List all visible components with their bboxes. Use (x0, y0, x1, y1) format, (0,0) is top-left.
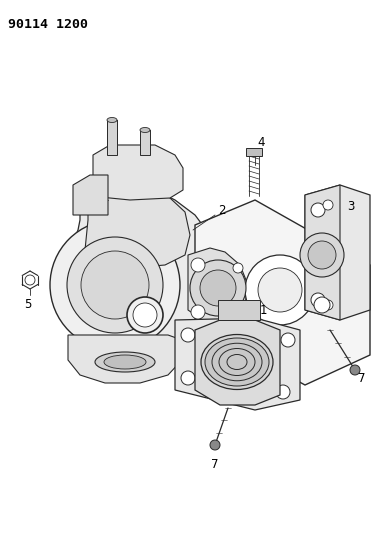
Text: 7: 7 (358, 372, 366, 384)
Circle shape (50, 220, 180, 350)
Circle shape (191, 258, 205, 272)
Polygon shape (73, 175, 108, 215)
Ellipse shape (104, 355, 146, 369)
Circle shape (200, 270, 236, 306)
Circle shape (81, 251, 149, 319)
Circle shape (181, 328, 195, 342)
Polygon shape (93, 145, 183, 200)
Ellipse shape (201, 335, 273, 390)
Circle shape (311, 203, 325, 217)
Circle shape (233, 263, 243, 273)
Ellipse shape (205, 338, 269, 386)
Polygon shape (195, 200, 370, 385)
Circle shape (300, 233, 344, 277)
Circle shape (308, 241, 336, 269)
Text: 2: 2 (218, 204, 226, 216)
Circle shape (323, 300, 333, 310)
Polygon shape (305, 185, 340, 320)
Circle shape (258, 268, 302, 312)
Ellipse shape (140, 127, 150, 133)
Text: 6: 6 (104, 288, 112, 302)
Polygon shape (107, 120, 117, 155)
Circle shape (191, 305, 205, 319)
Circle shape (323, 200, 333, 210)
Bar (246, 148, 262, 156)
Circle shape (25, 275, 35, 285)
Polygon shape (85, 188, 190, 268)
Text: 7: 7 (211, 458, 219, 471)
Circle shape (127, 297, 163, 333)
Polygon shape (195, 320, 280, 405)
Polygon shape (68, 335, 182, 383)
Polygon shape (68, 185, 215, 365)
Text: 5: 5 (24, 298, 32, 311)
Polygon shape (305, 185, 370, 320)
Circle shape (245, 255, 315, 325)
Text: 90114 1200: 90114 1200 (8, 18, 88, 31)
Circle shape (233, 303, 243, 313)
Circle shape (210, 440, 220, 450)
Text: 1: 1 (260, 303, 267, 317)
Text: 3: 3 (347, 200, 354, 214)
Circle shape (181, 371, 195, 385)
Polygon shape (140, 130, 150, 155)
Circle shape (281, 333, 295, 347)
Polygon shape (218, 300, 260, 320)
Circle shape (133, 303, 157, 327)
Circle shape (276, 385, 290, 399)
Polygon shape (188, 248, 248, 325)
Circle shape (314, 297, 330, 313)
Circle shape (67, 237, 163, 333)
Circle shape (190, 260, 246, 316)
Circle shape (350, 365, 360, 375)
Circle shape (311, 293, 325, 307)
Ellipse shape (95, 352, 155, 372)
Text: 4: 4 (257, 136, 264, 149)
Polygon shape (175, 318, 300, 410)
Ellipse shape (107, 117, 117, 123)
